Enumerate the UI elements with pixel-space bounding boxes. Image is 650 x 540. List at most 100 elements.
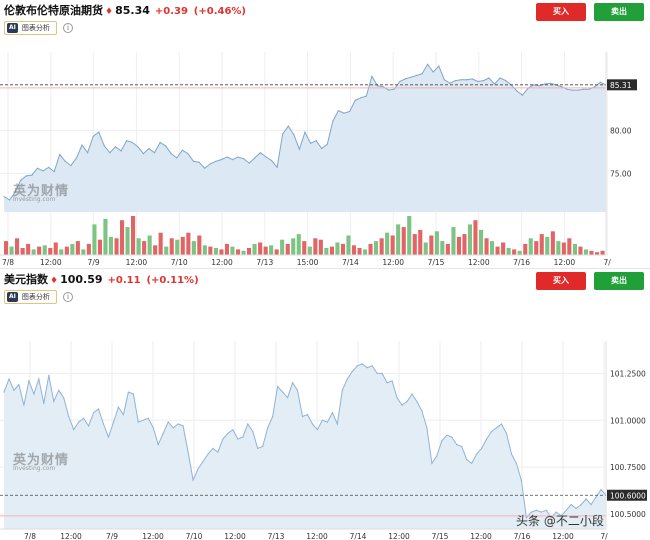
volume-bar (445, 243, 450, 255)
x-tick-label: 7/13 (256, 258, 273, 267)
volume-bar (390, 235, 395, 255)
x-tick-label: 7/8 (2, 258, 14, 267)
x-tick-label: 7/10 (171, 258, 188, 267)
instrument-name[interactable]: 美元指数 (4, 273, 48, 286)
y-tick-label: 100.7500 (610, 463, 646, 472)
volume-bar (302, 241, 307, 255)
x-tick-label: 7/15 (428, 258, 445, 267)
volume-bar (169, 238, 174, 255)
ai-chart-analysis-button[interactable]: AI 图表分析 (4, 21, 57, 35)
price-point (505, 80, 507, 82)
x-tick-label: 12:00 (554, 258, 576, 267)
price-point (262, 445, 264, 448)
price-point (466, 79, 468, 81)
volume-bar (20, 248, 25, 255)
price-point (181, 149, 183, 151)
current-price-label-box (607, 79, 637, 91)
volume-bar (31, 249, 36, 255)
dollar-index-chart[interactable]: 100.5000 100.7500 101.0000 101.2500 100.6000… (0, 307, 650, 540)
sell-button[interactable]: 卖出 (594, 272, 644, 290)
price-point (187, 451, 189, 453)
price-point (495, 427, 498, 429)
instrument-name[interactable]: 伦敦布伦特原油期货 (4, 4, 103, 17)
brent-crude-panel: 伦敦布伦特原油期货 ♦ 85.34 +0.39 (+0.46%) 买入 卖出 AI 图表… (0, 0, 650, 268)
price-point (354, 99, 356, 101)
info-icon[interactable]: i (63, 292, 73, 302)
price-point (456, 444, 458, 446)
watermark-en: Investing.com (13, 196, 56, 203)
volume-bar (473, 220, 478, 255)
volume-bar (186, 232, 191, 255)
price-point (122, 414, 124, 416)
x-tick-label: 7/13 (268, 532, 285, 540)
price-point (215, 160, 217, 162)
price-point (157, 444, 159, 446)
volume-bar (556, 241, 561, 255)
price-point (18, 384, 20, 386)
volume-bar (191, 241, 196, 255)
price-point (376, 372, 378, 374)
price-point (248, 162, 250, 164)
price-point (209, 163, 211, 165)
volume-bar (429, 235, 434, 255)
price-point (162, 432, 164, 434)
price-point (217, 451, 219, 453)
price-point (326, 421, 328, 423)
price-point (31, 174, 33, 176)
price-point (515, 462, 518, 464)
x-tick-label: 12:00 (211, 258, 233, 267)
price-point (499, 77, 501, 79)
volume-bar (263, 246, 268, 255)
volume-bar (545, 236, 550, 255)
price-point (127, 391, 129, 393)
price-point (8, 378, 10, 380)
price-point (351, 370, 353, 373)
y-tick-label: 75.00 (610, 169, 632, 178)
price-point (525, 517, 528, 519)
volume-bar (490, 241, 495, 255)
volume-bar (495, 246, 500, 255)
price-point (198, 161, 200, 163)
price-point (3, 391, 5, 393)
volume-bar (258, 242, 263, 255)
volume-bar (125, 227, 130, 255)
price-point (272, 415, 274, 418)
price-point (321, 147, 323, 150)
buy-button[interactable]: 买入 (536, 3, 586, 21)
ai-chart-analysis-button[interactable]: AI 图表分析 (4, 290, 57, 304)
price-point (421, 410, 423, 412)
volume-bar (462, 234, 467, 255)
buy-button[interactable]: 买入 (536, 272, 586, 290)
price-point (310, 142, 312, 144)
volume-bar (484, 238, 489, 255)
price-change: +0.11 (107, 275, 141, 286)
watermark-cn: 英为财情 (13, 453, 70, 468)
info-icon[interactable]: i (63, 23, 73, 33)
price-point (298, 148, 300, 150)
brent-price-chart[interactable]: 75.00 80.00 85.31 7/8 12:00 7/9 12:00 7/10 12:00… (0, 38, 650, 268)
volume-bar (456, 236, 461, 255)
sell-button[interactable]: 卖出 (594, 3, 644, 21)
x-tick-label: 15:00 (297, 258, 319, 267)
price-point (132, 393, 134, 395)
x-tick-label: 7/16 (513, 258, 530, 267)
price-point (491, 430, 493, 433)
volume-bar (379, 238, 384, 255)
volume-bar (351, 245, 356, 256)
price-point (550, 517, 552, 519)
price-point (68, 415, 70, 418)
price-point (577, 89, 579, 91)
volume-bar (368, 243, 373, 255)
price-point (441, 440, 443, 442)
price-point (391, 380, 393, 382)
x-tick-label: 12:00 (40, 258, 62, 267)
price-point (560, 86, 563, 88)
price-point (192, 160, 195, 162)
price-point (321, 419, 323, 421)
price-point (28, 380, 30, 382)
price-point (204, 167, 206, 169)
price-point (159, 141, 161, 143)
volume-bar (208, 246, 213, 255)
watermark-en: Investing.com (13, 465, 56, 472)
price-point (337, 110, 339, 112)
